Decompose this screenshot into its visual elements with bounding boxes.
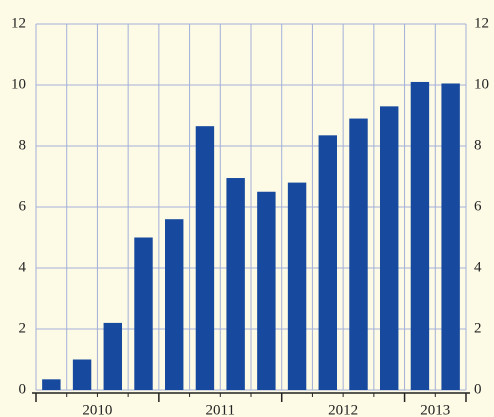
x-tick-label: 2013 [420,402,450,417]
y-tick-label: 6 [19,198,27,214]
bar [103,322,122,390]
bar [441,83,460,390]
bar [287,182,307,390]
y2-tick-label: 12 [474,15,489,31]
bar [226,178,245,390]
y-tick-label: 0 [19,381,27,397]
y2-tick-label: 6 [474,198,482,214]
bar [257,191,276,390]
x-tick-label: 2010 [82,402,112,417]
y2-tick-label: 0 [474,381,482,397]
x-tick-label: 2012 [328,402,358,417]
y2-tick-label: 10 [474,76,489,92]
y-tick-label: 10 [11,76,26,92]
bar [134,237,153,390]
bar [380,106,399,390]
y2-tick-label: 4 [474,259,482,275]
bar [72,359,92,390]
y-tick-label: 4 [19,259,27,275]
bar [318,135,337,390]
y-tick-label: 8 [19,137,27,153]
bar [165,219,184,390]
y2-tick-label: 2 [474,320,482,336]
y-tick-label: 2 [19,320,27,336]
y-tick-label: 12 [11,15,26,31]
bar [42,379,61,390]
bar [349,118,368,391]
x-tick-label: 2011 [206,402,235,417]
bar [195,126,215,391]
bar [410,81,430,390]
y2-tick-label: 8 [474,137,482,153]
